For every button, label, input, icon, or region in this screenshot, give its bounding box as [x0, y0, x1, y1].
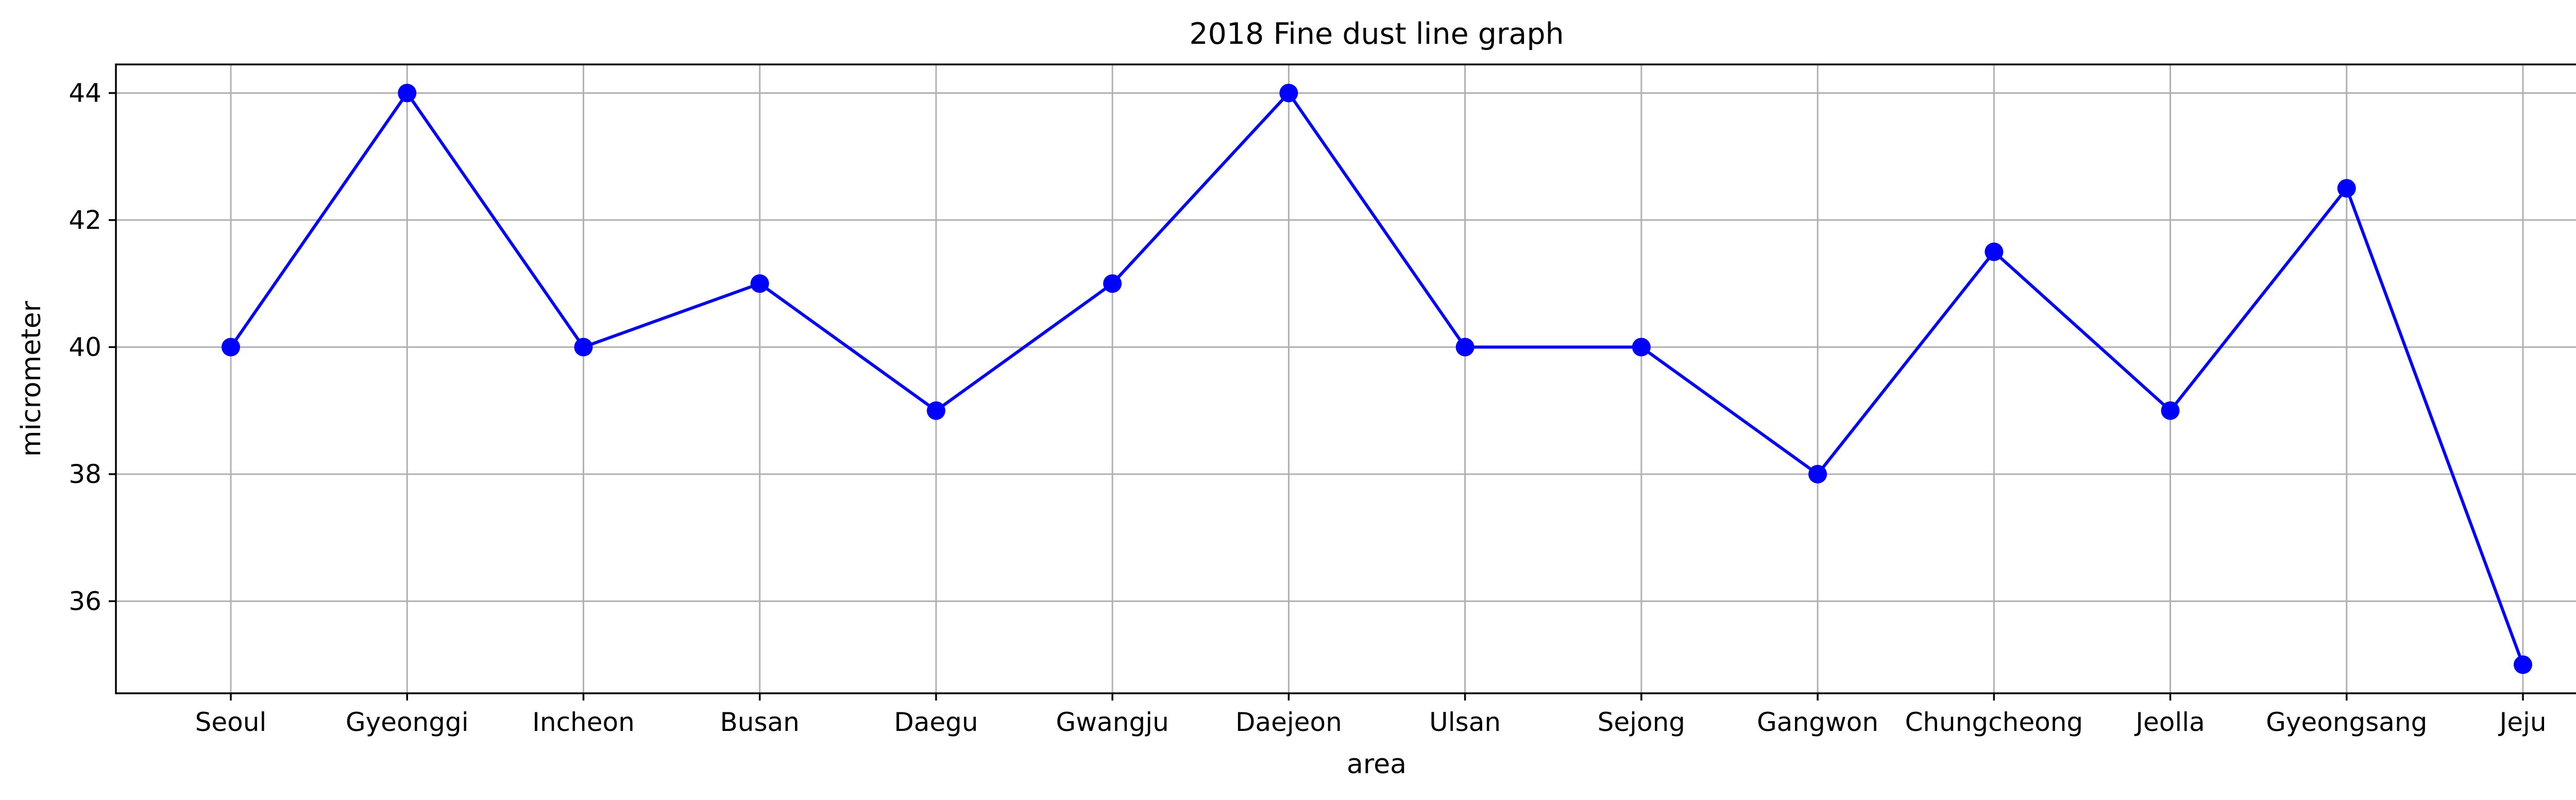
data-point: [1985, 242, 2004, 261]
y-tick-label: 42: [69, 205, 101, 235]
x-tick-label: Busan: [720, 707, 800, 737]
x-tick-label: Sejong: [1598, 707, 1685, 737]
y-tick-label: 40: [69, 332, 101, 362]
x-tick-label: Gyeonggi: [346, 707, 469, 737]
x-tick-label: Seoul: [195, 707, 267, 737]
y-tick-label: 36: [69, 586, 101, 616]
data-point: [2337, 179, 2356, 198]
x-tick-label: Jeju: [2498, 707, 2546, 737]
x-axis-label: area: [1347, 749, 1406, 780]
data-point: [222, 338, 240, 357]
data-point: [750, 274, 769, 293]
x-tick-label: Daejeon: [1235, 707, 1342, 737]
data-point: [1279, 84, 1298, 103]
data-point: [1103, 274, 1122, 293]
x-tick-label: Chungcheong: [1905, 707, 2083, 737]
plot-frame: [115, 63, 2576, 694]
data-point: [926, 401, 945, 420]
x-tick-label: Jeolla: [2134, 707, 2205, 737]
data-point: [1455, 338, 1475, 357]
x-tick-label: Gangwon: [1757, 707, 1878, 737]
axis-ticks: Seoul Gyeonggi Incheon Busan Daegu Gwangju Dae…: [69, 78, 2546, 737]
series-layer: [222, 84, 2532, 674]
y-axis-label: micrometer: [16, 301, 47, 457]
data-point: [1632, 338, 1651, 357]
x-tick-label: Daegu: [894, 707, 978, 737]
data-point: [398, 84, 417, 103]
x-tick-label: Ulsan: [1429, 707, 1501, 737]
data-point: [574, 338, 593, 357]
series-line: [229, 91, 2524, 665]
chart-title: 2018 Fine dust line graph: [1189, 17, 1564, 51]
data-point: [2514, 655, 2532, 674]
x-tick-label: Gyeongsang: [2266, 707, 2427, 737]
y-tick-label: 44: [69, 78, 101, 108]
y-tick-label: 38: [69, 459, 101, 489]
data-point: [2161, 401, 2180, 420]
grid-lines: [116, 64, 2576, 693]
x-tick-label: Incheon: [532, 707, 635, 737]
x-tick-label: Gwangju: [1056, 707, 1169, 737]
data-point: [1808, 464, 1827, 484]
